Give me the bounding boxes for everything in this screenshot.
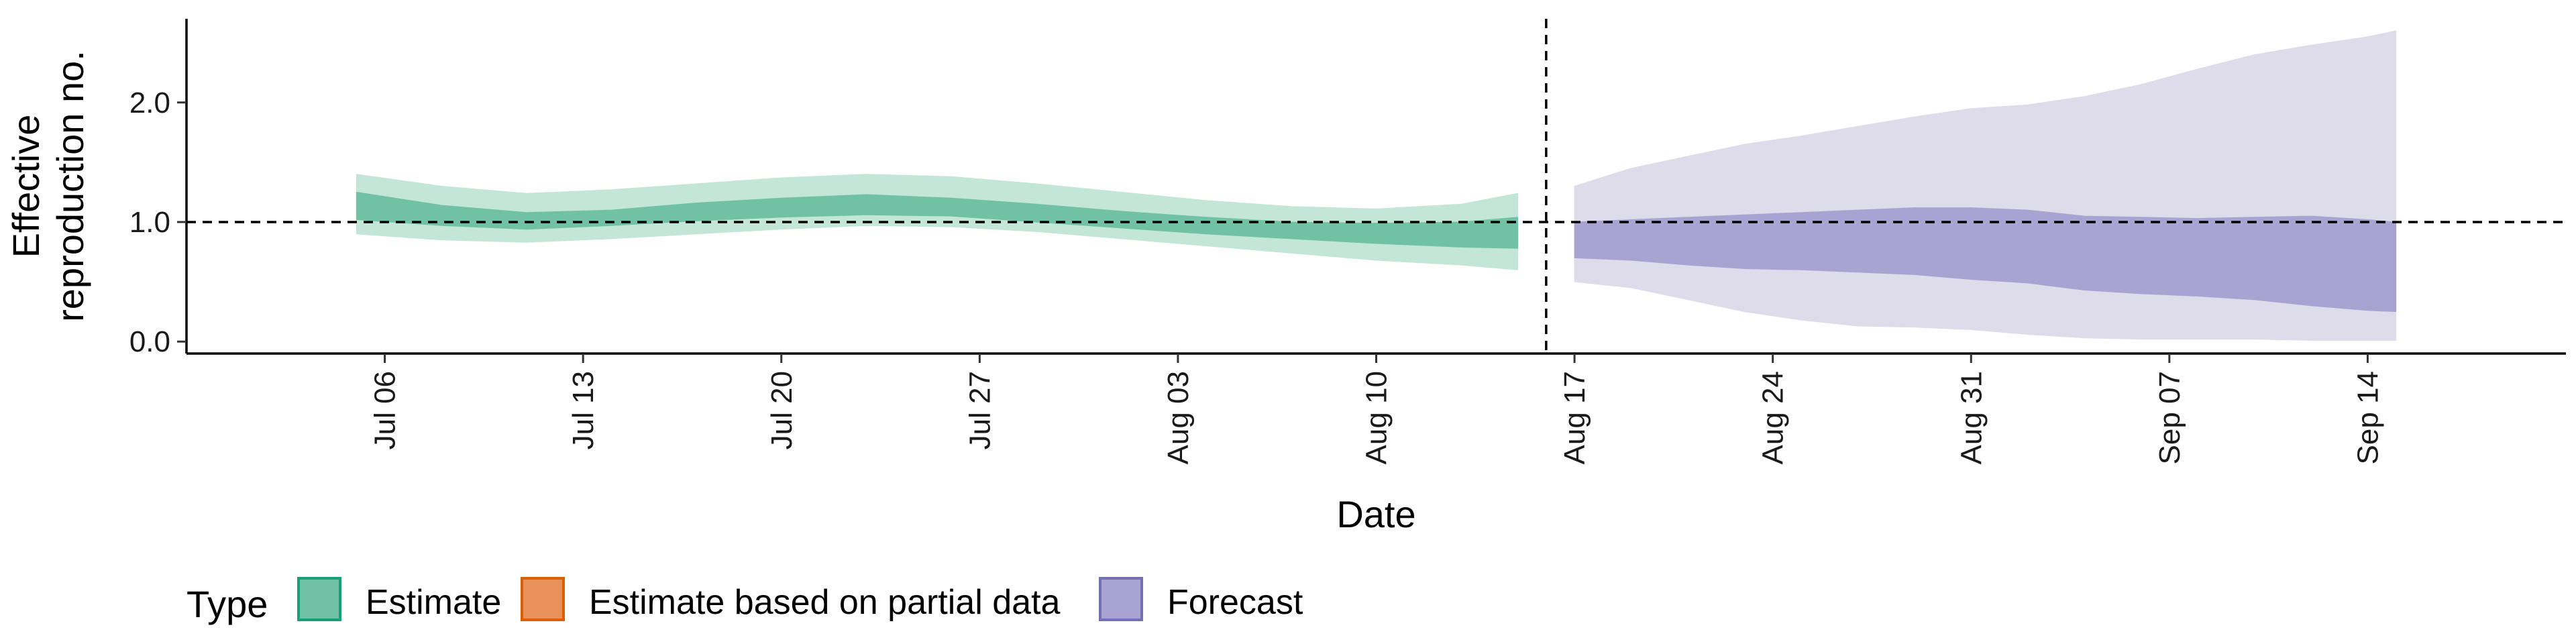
x-tick-label: Jul 13	[567, 371, 600, 449]
x-tick-label: Sep 14	[2351, 371, 2384, 464]
legend-label-partial: Estimate based on partial data	[589, 583, 1061, 622]
x-tick-label: Sep 07	[2153, 371, 2186, 464]
legend-key-partial	[521, 577, 565, 621]
y-tick-label: 0.0	[129, 325, 170, 358]
legend-key-forecast	[1099, 577, 1143, 621]
reference-lines	[186, 19, 2566, 354]
legend-items: Estimate Estimate based on partial data Fo…	[297, 577, 1303, 622]
axes: 0.0 1.0 2.0 Jul 06 Jul 13 Jul 20 Jul 27 Aug 03…	[129, 19, 2566, 464]
y-tick-label: 2.0	[129, 87, 170, 119]
x-tick-label: Aug 24	[1757, 371, 1790, 464]
x-tick-label: Aug 03	[1162, 371, 1195, 464]
y-tick-label: 1.0	[129, 206, 170, 239]
estimate-outer-band	[356, 174, 1519, 270]
legend-title: Type	[186, 583, 268, 625]
x-tick-label: Aug 10	[1360, 371, 1393, 464]
x-tick-label: Aug 17	[1558, 371, 1591, 464]
y-axis-title-line-1: Effective	[5, 115, 47, 258]
legend-key-estimate	[297, 577, 341, 621]
x-ticks: Jul 06 Jul 13 Jul 20 Jul 27 Aug 03 Aug 10 Aug …	[369, 354, 2384, 464]
bands-layer	[356, 30, 2397, 341]
estimate-inner-band	[356, 191, 1519, 249]
plot-area: 0.0 1.0 2.0 Jul 06 Jul 13 Jul 20 Jul 27 Aug 03…	[129, 19, 2566, 464]
legend: Type Estimate Estimate based on partial d…	[186, 577, 1303, 625]
y-axis-title-line-2: reproduction no.	[49, 50, 91, 322]
x-tick-label: Jul 27	[963, 371, 996, 449]
x-tick-label: Jul 20	[765, 371, 798, 449]
x-tick-label: Aug 31	[1955, 371, 1988, 464]
x-tick-label: Jul 06	[369, 371, 402, 449]
x-axis-title: Date	[1336, 493, 1415, 535]
y-ticks: 0.0 1.0 2.0	[129, 87, 186, 358]
legend-label-estimate: Estimate	[366, 583, 501, 622]
y-axis-title: Effective reproduction no.	[5, 50, 91, 322]
forecast-inner-band	[1574, 207, 2397, 313]
legend-label-forecast: Forecast	[1167, 583, 1303, 622]
